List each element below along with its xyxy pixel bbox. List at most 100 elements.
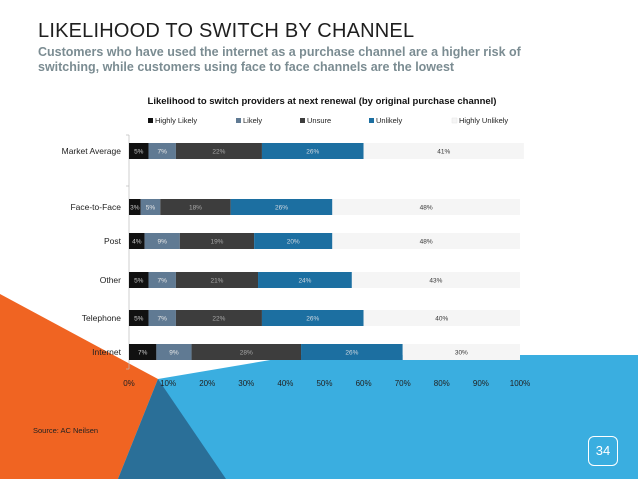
legend-label-unlikely: Unlikely — [376, 116, 403, 125]
blue-band — [118, 355, 638, 479]
bar-face-to-face-likely — [140, 199, 161, 215]
bar-post-highly-likely — [129, 233, 145, 249]
bar-other-unlikely — [258, 272, 352, 288]
bar-market-average-likely — [148, 143, 176, 159]
category-label-post: Post — [104, 236, 122, 246]
bar-post-highly-unlikely — [332, 233, 520, 249]
legend-swatch-unsure — [300, 118, 305, 123]
bar-internet-likely — [156, 344, 192, 360]
data-label-telephone-highly-likely: 5% — [134, 316, 144, 323]
x-axis-ticks: 0% 10% 20% 30% 40% 50% 60% 70% 80% 90% 100% — [123, 379, 530, 388]
x-tick-label-5: 50% — [316, 379, 332, 388]
bar-telephone-highly-unlikely — [363, 310, 520, 326]
data-label-telephone-highly-unlikely: 40% — [435, 316, 448, 323]
bar-telephone-likely — [148, 310, 176, 326]
data-label-market-average-highly-unlikely: 41% — [437, 149, 450, 156]
data-label-telephone-likely: 7% — [158, 316, 168, 323]
category-label-internet: Internet — [92, 347, 121, 357]
data-label-internet-unlikely: 26% — [345, 350, 358, 357]
data-label-face-to-face-highly-unlikely: 48% — [420, 205, 433, 212]
data-label-post-highly-likely: 4% — [132, 239, 142, 246]
legend-label-unsure: Unsure — [307, 116, 331, 125]
x-tick-label-9: 90% — [473, 379, 489, 388]
bar-telephone-unsure — [175, 310, 262, 326]
data-label-internet-highly-likely: 7% — [138, 350, 148, 357]
data-label-post-unlikely: 20% — [287, 239, 300, 246]
data-label-face-to-face-unlikely: 26% — [275, 205, 288, 212]
chart-legend: Highly Likely Likely Unsure Unlikely Highly … — [148, 116, 508, 125]
data-label-other-unlikely: 24% — [298, 278, 311, 285]
data-label-other-highly-likely: 5% — [134, 278, 144, 285]
bar-market-average-unsure — [175, 143, 262, 159]
orange-band — [0, 294, 158, 479]
bar-post-likely — [144, 233, 180, 249]
data-label-internet-unsure: 28% — [240, 350, 253, 357]
slide-subtitle: Customers who have used the internet as … — [38, 45, 521, 74]
page-number-badge: 34 — [588, 436, 618, 466]
bar-face-to-face-unsure — [160, 199, 231, 215]
data-label-market-average-unlikely: 26% — [306, 149, 319, 156]
bar-other-likely — [148, 272, 176, 288]
data-label-post-unsure: 19% — [210, 239, 223, 246]
data-label-other-unsure: 21% — [210, 278, 223, 285]
data-label-post-highly-unlikely: 48% — [420, 239, 433, 246]
bar-post-unlikely — [254, 233, 333, 249]
data-label-telephone-unlikely: 26% — [306, 316, 319, 323]
x-tick-label-7: 70% — [395, 379, 411, 388]
slide-title: LIKELIHOOD TO SWITCH BY CHANNEL — [38, 20, 415, 42]
bar-market-average-unlikely — [261, 143, 364, 159]
chart-title: Likelihood to switch providers at next r… — [148, 96, 497, 107]
category-label-face-to-face: Face-to-Face — [70, 202, 121, 212]
data-label-internet-likely: 9% — [169, 350, 179, 357]
bar-internet-unsure — [191, 344, 302, 360]
data-label-internet-highly-unlikely: 30% — [455, 350, 468, 357]
data-label-market-average-likely: 7% — [158, 149, 168, 156]
bar-telephone-unlikely — [261, 310, 364, 326]
legend-swatch-highly-likely — [148, 118, 153, 123]
bar-internet-highly-unlikely — [402, 344, 520, 360]
chart-bars: 5% 7% 22% 26% 41% 3% 5% 18% 26% 48% 4% 9% 19% 20% 48% 5… — [129, 143, 524, 360]
data-label-face-to-face-likely: 5% — [146, 205, 156, 212]
bar-market-average-highly-unlikely — [363, 143, 524, 159]
legend-swatch-likely — [236, 118, 241, 123]
category-labels: Market Average Face-to-Face Post Other Telep… — [62, 146, 122, 357]
category-label-other: Other — [100, 275, 121, 285]
data-label-telephone-unsure: 22% — [212, 316, 225, 323]
bar-internet-unlikely — [301, 344, 403, 360]
data-label-market-average-highly-likely: 5% — [134, 149, 144, 156]
bar-telephone-highly-likely — [129, 310, 149, 326]
category-label-telephone: Telephone — [82, 313, 122, 323]
x-tick-label-8: 80% — [434, 379, 450, 388]
bar-other-highly-unlikely — [351, 272, 520, 288]
bar-internet-highly-likely — [129, 344, 157, 360]
data-label-market-average-unsure: 22% — [212, 149, 225, 156]
data-label-face-to-face-unsure: 18% — [189, 205, 202, 212]
x-tick-label-2: 20% — [199, 379, 215, 388]
x-tick-label-10: 100% — [510, 379, 530, 388]
dark-blue-band — [118, 379, 226, 479]
category-label-market-average: Market Average — [62, 146, 122, 156]
x-tick-label-6: 60% — [356, 379, 372, 388]
bar-face-to-face-highly-likely — [129, 199, 141, 215]
bar-other-unsure — [175, 272, 259, 288]
data-label-other-likely: 7% — [158, 278, 168, 285]
bar-post-unsure — [179, 233, 255, 249]
bar-other-highly-likely — [129, 272, 149, 288]
x-tick-label-0: 0% — [123, 379, 135, 388]
legend-swatch-highly-unlikely — [451, 117, 458, 124]
bar-market-average-highly-likely — [129, 143, 149, 159]
x-tick-label-1: 10% — [160, 379, 176, 388]
data-label-other-highly-unlikely: 43% — [429, 278, 442, 285]
legend-swatch-unlikely — [369, 118, 374, 123]
x-tick-label-3: 30% — [238, 379, 254, 388]
bar-face-to-face-unlikely — [230, 199, 333, 215]
data-label-face-to-face-highly-likely: 3% — [130, 205, 140, 212]
chart-axis-lines — [126, 134, 130, 370]
legend-label-highly-likely: Highly Likely — [155, 116, 197, 125]
bar-face-to-face-highly-unlikely — [332, 199, 520, 215]
legend-label-likely: Likely — [243, 116, 262, 125]
legend-label-highly-unlikely: Highly Unlikely — [459, 116, 508, 125]
x-tick-label-4: 40% — [277, 379, 293, 388]
